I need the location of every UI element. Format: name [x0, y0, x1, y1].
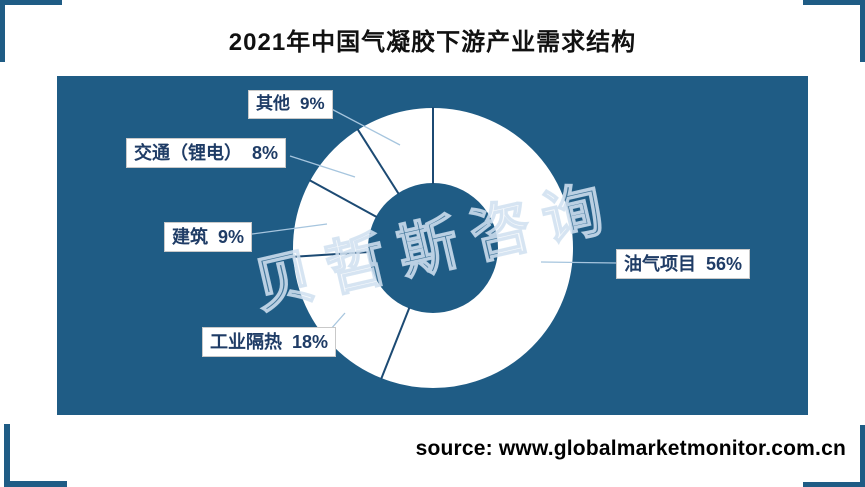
corner-bracket-top-right — [803, 0, 865, 62]
chart-title: 2021年中国气凝胶下游产业需求结构 — [228, 29, 637, 56]
callout-label: 油气项目 — [624, 254, 696, 274]
corner-bracket-top-left — [0, 0, 62, 62]
callout-industrial-insulation: 工业隔热 18% — [202, 327, 337, 358]
callout-label: 工业隔热 — [210, 332, 282, 352]
callout-transport-lithium: 交通（锂电） 8% — [126, 138, 287, 169]
source-attribution: source: www.globalmarketmonitor.com.cn — [415, 437, 846, 460]
callout-value: 9% — [300, 94, 325, 113]
corner-bracket-bottom-left — [4, 424, 67, 487]
leader-line — [321, 103, 401, 146]
callout-value: 9% — [218, 227, 245, 247]
slice-divider — [292, 251, 370, 258]
slice-divider — [380, 307, 411, 380]
callout-label: 建筑 — [172, 227, 208, 247]
callout-construction: 建筑 9% — [164, 222, 253, 253]
callout-oil-gas: 油气项目 56% — [616, 249, 751, 280]
corner-bracket-bottom-right — [803, 425, 865, 487]
callout-label: 交通（锂电） — [134, 143, 242, 163]
callout-value: 56% — [706, 254, 743, 274]
leader-line — [289, 155, 356, 178]
slice-divider — [308, 179, 378, 219]
leader-line — [540, 261, 618, 264]
slice-divider — [356, 128, 400, 195]
callout-value: 8% — [252, 143, 279, 163]
callout-label: 其他 — [256, 94, 290, 113]
callout-value: 18% — [292, 332, 329, 352]
callout-other: 其他 9% — [248, 90, 333, 119]
chart-panel: 贝哲斯咨询 其他 9% 交通（锂电） 8% 建筑 9% 工业隔热 18% 油气项… — [57, 76, 808, 415]
